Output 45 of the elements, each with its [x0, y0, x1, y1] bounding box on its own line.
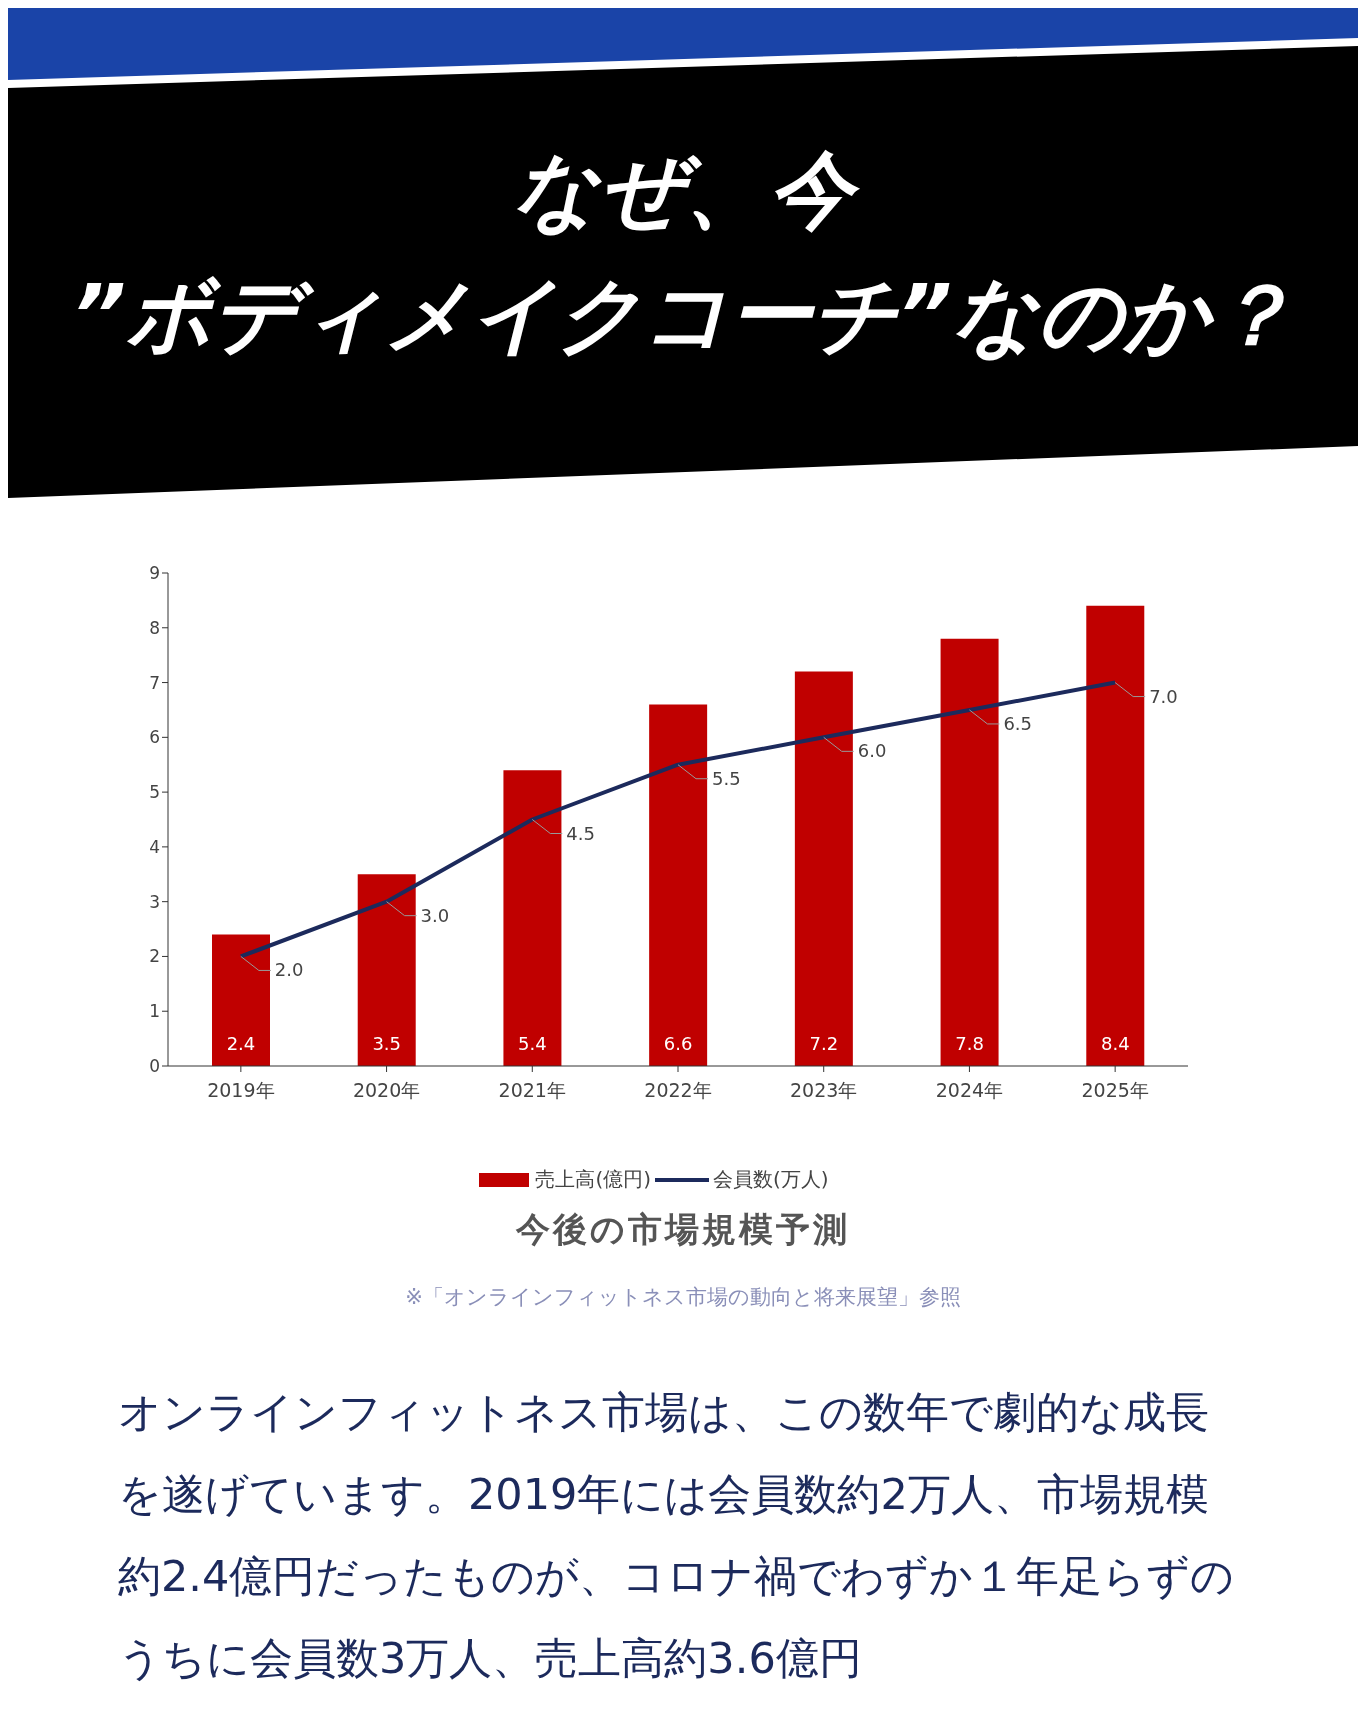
data-label: 7.8 [955, 1033, 984, 1054]
data-label: 8.4 [1100, 1033, 1130, 1054]
x-tick-label: 2021年 [498, 1079, 566, 1102]
y-tick-label: 0 [149, 1056, 160, 1077]
line-series [238, 680, 1118, 959]
data-label: 2.0 [274, 959, 304, 981]
x-tick-label: 2019年 [207, 1079, 275, 1102]
data-label: 6.0 [857, 740, 887, 762]
legend-label: 売上高(億円) [535, 1166, 651, 1193]
text: ※「オンラインフィットネス市場の動向と将来展望」参照 [404, 1284, 962, 1311]
data-label: 7.0 [1149, 685, 1178, 707]
data-label: 7.2 [809, 1033, 839, 1054]
bar [503, 770, 562, 1066]
bar [940, 638, 999, 1066]
data-label: 4.5 [566, 822, 595, 844]
x-tick-label: 2022年 [644, 1079, 712, 1102]
bar [357, 874, 416, 1066]
text: オンラインフィットネス市場は、この数年で劇的な成長を遂げています。2019年には会員数約2万人、市場規模約2.4億円だったものが、コロナ禍でわずか１年足らずのうちに会員数3万人、売上高約3.6億円 [118, 1386, 1236, 1685]
y-tick-label: 4 [149, 836, 160, 857]
data-label: 5.4 [518, 1033, 547, 1054]
bar [794, 671, 853, 1066]
y-tick-label: 3 [149, 891, 160, 912]
y-tick-label: 2 [149, 946, 160, 967]
y-tick-label: 6 [149, 727, 160, 748]
data-label: 6.6 [663, 1033, 693, 1054]
bar [212, 934, 270, 1066]
y-tick-label: 5 [149, 782, 160, 803]
data-label: 3.0 [420, 904, 450, 926]
x-tick-label: 2025年 [1081, 1079, 1149, 1102]
data-label: 3.5 [372, 1033, 402, 1054]
data-label: 6.5 [1003, 712, 1033, 734]
y-tick-label: 8 [149, 617, 160, 638]
data-label: 5.5 [712, 767, 741, 789]
x-tick-label: 2024年 [935, 1079, 1004, 1102]
y-tick-label: 1 [149, 1001, 160, 1022]
y-tick-label: 7 [149, 672, 160, 693]
data-label: 2.4 [226, 1033, 256, 1054]
bar [1086, 605, 1145, 1066]
x-tick-label: 2020年 [352, 1079, 421, 1102]
y-tick-label: 9 [149, 563, 160, 584]
text: 今後の市場規模予測 [515, 1208, 851, 1251]
chart-title: なぜ、今 ”ボディメイクコーチ”なのか？ [70, 140, 1296, 366]
bar [649, 704, 708, 1066]
x-tick-label: 2023年 [790, 1079, 858, 1102]
legend-label: 会員数(万人) [713, 1166, 829, 1193]
